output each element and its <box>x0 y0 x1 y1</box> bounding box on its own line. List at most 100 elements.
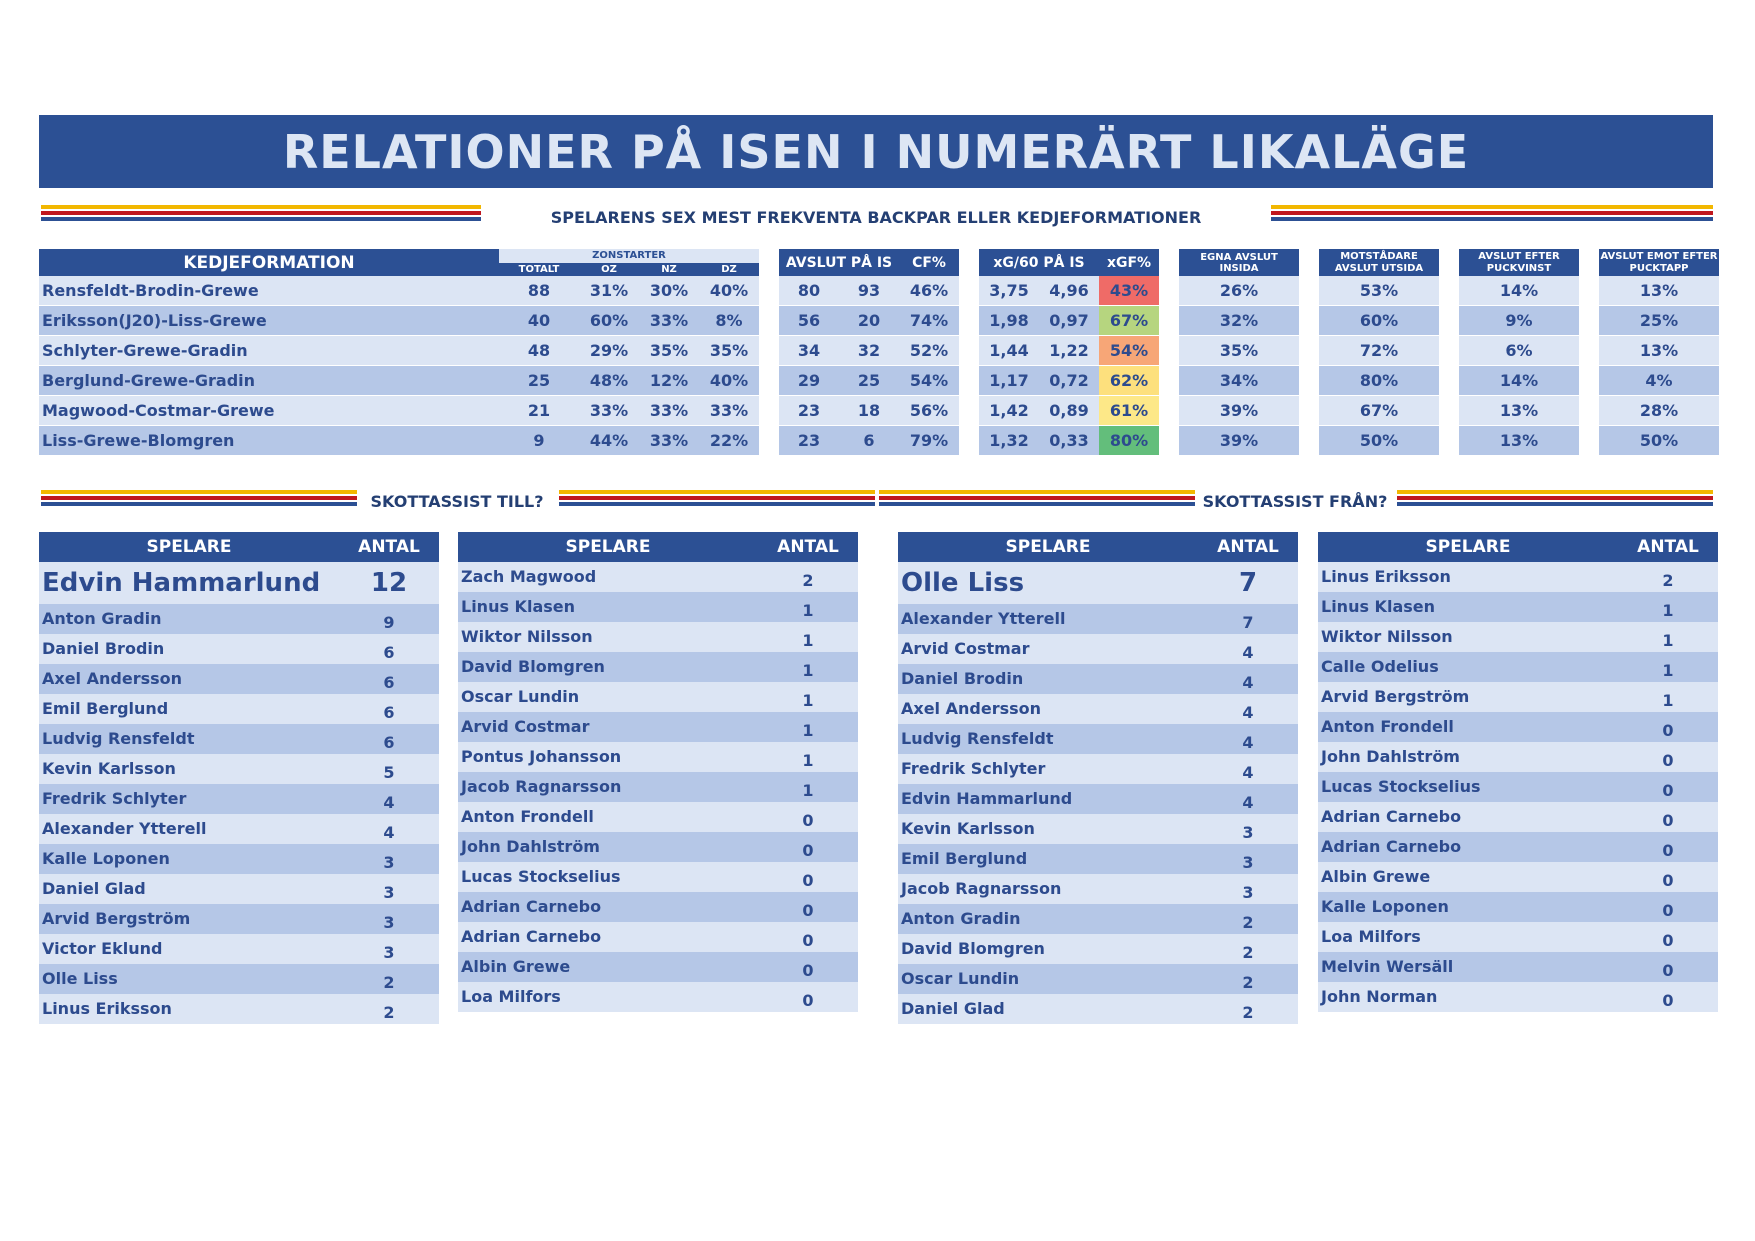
player-name: Arvid Costmar <box>461 717 590 736</box>
formation-cell-totalt: 9 <box>533 431 545 450</box>
player-count: 3 <box>1242 823 1254 842</box>
header-antal: ANTAL <box>358 537 420 557</box>
player-count: 2 <box>383 973 395 992</box>
formation-row: 56 20 74% <box>779 306 959 335</box>
player-count: 6 <box>383 643 395 662</box>
player-count: 1 <box>802 661 814 680</box>
formation-cell-xga60: 1,22 <box>1049 341 1089 360</box>
formation-cell-name: Berglund-Grewe-Gradin <box>42 371 256 390</box>
player-row: Albin Grewe 0 <box>458 952 858 982</box>
formation-cell-xgf: 67% <box>1099 306 1159 335</box>
player-name: Linus Eriksson <box>42 999 172 1018</box>
player-row: Kevin Karlsson 3 <box>898 814 1298 844</box>
formation-cell-xgf60: 3,75 <box>989 281 1029 300</box>
formation-cell-name: Eriksson(J20)-Liss-Grewe <box>42 311 267 330</box>
subtitle: SPELARENS SEX MEST FREKVENTA BACKPAR ELL… <box>550 208 1202 227</box>
header-spelare: SPELARE <box>565 537 651 557</box>
formation-cell-oz: 48% <box>589 371 629 390</box>
formation-cell-cf: 54% <box>909 371 949 390</box>
player-row: Anton Frondell 0 <box>1318 712 1718 742</box>
player-name: Anton Frondell <box>1321 717 1454 736</box>
player-name: Loa Milfors <box>1321 927 1421 946</box>
formation-cell-nz: 30% <box>649 281 689 300</box>
formation-cell-xgf60: 1,98 <box>989 311 1029 330</box>
stripe-decoration <box>879 490 1195 512</box>
player-name: Kalle Loponen <box>42 849 170 868</box>
player-count: 0 <box>1662 841 1674 860</box>
formation-cell-xgf60: 1,32 <box>989 431 1029 450</box>
player-row: Lucas Stockselius 0 <box>458 862 858 892</box>
player-row: Arvid Bergström 3 <box>39 904 439 934</box>
player-row: Albin Grewe 0 <box>1318 862 1718 892</box>
player-count: 1 <box>802 781 814 800</box>
player-count: 4 <box>383 793 395 812</box>
formation-row: 14% <box>1459 366 1579 395</box>
player-row: Linus Eriksson 2 <box>39 994 439 1024</box>
formation-cell-egna: 39% <box>1219 431 1259 450</box>
formation-cell-totalt: 48 <box>527 341 551 360</box>
formation-cell-nz: 33% <box>649 401 689 420</box>
header-dz: DZ <box>721 264 737 275</box>
formation-row: 1,17 0,72 62% <box>979 366 1159 395</box>
player-count: 1 <box>1662 631 1674 650</box>
header-antal: ANTAL <box>777 537 839 557</box>
formation-cell-xgf: 61% <box>1099 396 1159 425</box>
player-count: 0 <box>1662 961 1674 980</box>
formation-cell-oz: 33% <box>589 401 629 420</box>
player-name: Fredrik Schlyter <box>42 789 187 808</box>
player-count: 0 <box>1662 871 1674 890</box>
player-count: 0 <box>802 901 814 920</box>
player-name: Loa Milfors <box>461 987 561 1006</box>
formation-cell-cf: 52% <box>909 341 949 360</box>
formation-cell-xgf: 62% <box>1099 366 1159 395</box>
player-row: Olle Liss 2 <box>39 964 439 994</box>
formation-row: 50% <box>1319 426 1439 455</box>
player-row: Daniel Glad 2 <box>898 994 1298 1024</box>
formation-cell-egna: 35% <box>1219 341 1259 360</box>
player-name: Wiktor Nilsson <box>1321 627 1453 646</box>
header-cf: CF% <box>912 254 946 271</box>
player-count: 2 <box>802 571 814 590</box>
player-name: John Dahlström <box>1321 747 1460 766</box>
player-count: 1 <box>1662 661 1674 680</box>
player-name: Lucas Stockselius <box>1321 777 1481 796</box>
player-row: John Dahlström 0 <box>458 832 858 862</box>
header-zonstarter: ZONSTARTER <box>499 249 759 263</box>
header-spelare: SPELARE <box>1425 537 1511 557</box>
formation-row: 34% <box>1179 366 1299 395</box>
player-name: Adrian Carnebo <box>1321 837 1462 856</box>
formation-cell-name: Liss-Grewe-Blomgren <box>42 431 235 450</box>
player-count: 2 <box>1242 1003 1254 1022</box>
formation-cell-totalt: 21 <box>527 401 551 420</box>
assist-from-table-1: SPELARE ANTAL Olle Liss 7 Alexander Ytterell… <box>898 532 1298 1024</box>
formation-cell-motst: 50% <box>1359 431 1399 450</box>
formation-cell-af: 23 <box>797 431 821 450</box>
player-row: Ludvig Rensfeldt 4 <box>898 724 1298 754</box>
formation-row: 13% <box>1459 426 1579 455</box>
formation-cell-emot: 25% <box>1639 311 1679 330</box>
player-row: Loa Milfors 0 <box>1318 922 1718 952</box>
player-count: 2 <box>1662 571 1674 590</box>
header-kedjeformation: KEDJEFORMATION <box>39 249 499 276</box>
player-name: Linus Klasen <box>1321 597 1435 616</box>
player-name: Emil Berglund <box>901 849 1028 868</box>
formation-row: 80 93 46% <box>779 276 959 305</box>
formation-cell-aa: 93 <box>857 281 881 300</box>
assist-to-table-1: SPELARE ANTAL Edvin Hammarlund 12 Anton Grad… <box>39 532 439 1024</box>
player-name: Anton Frondell <box>461 807 594 826</box>
player-count: 0 <box>1662 781 1674 800</box>
player-name: David Blomgren <box>461 657 605 676</box>
formation-row: Rensfeldt-Brodin-Grewe 88 31% 30% 40% <box>39 276 759 305</box>
formation-cell-dz: 33% <box>709 401 749 420</box>
formation-cell-oz: 44% <box>589 431 629 450</box>
player-count: 0 <box>1662 901 1674 920</box>
player-count: 0 <box>802 841 814 860</box>
player-row: Daniel Brodin 6 <box>39 634 439 664</box>
player-row: Jacob Ragnarsson 3 <box>898 874 1298 904</box>
formation-cell-cf: 79% <box>909 431 949 450</box>
player-row: Anton Frondell 0 <box>458 802 858 832</box>
header-avslut-group: AVSLUT PÅ IS CF% <box>779 249 959 276</box>
player-row: Ludvig Rensfeldt 6 <box>39 724 439 754</box>
player-name: Melvin Wersäll <box>1321 957 1454 976</box>
header-zone-cols: TOTALT OZ NZ DZ <box>499 263 759 276</box>
